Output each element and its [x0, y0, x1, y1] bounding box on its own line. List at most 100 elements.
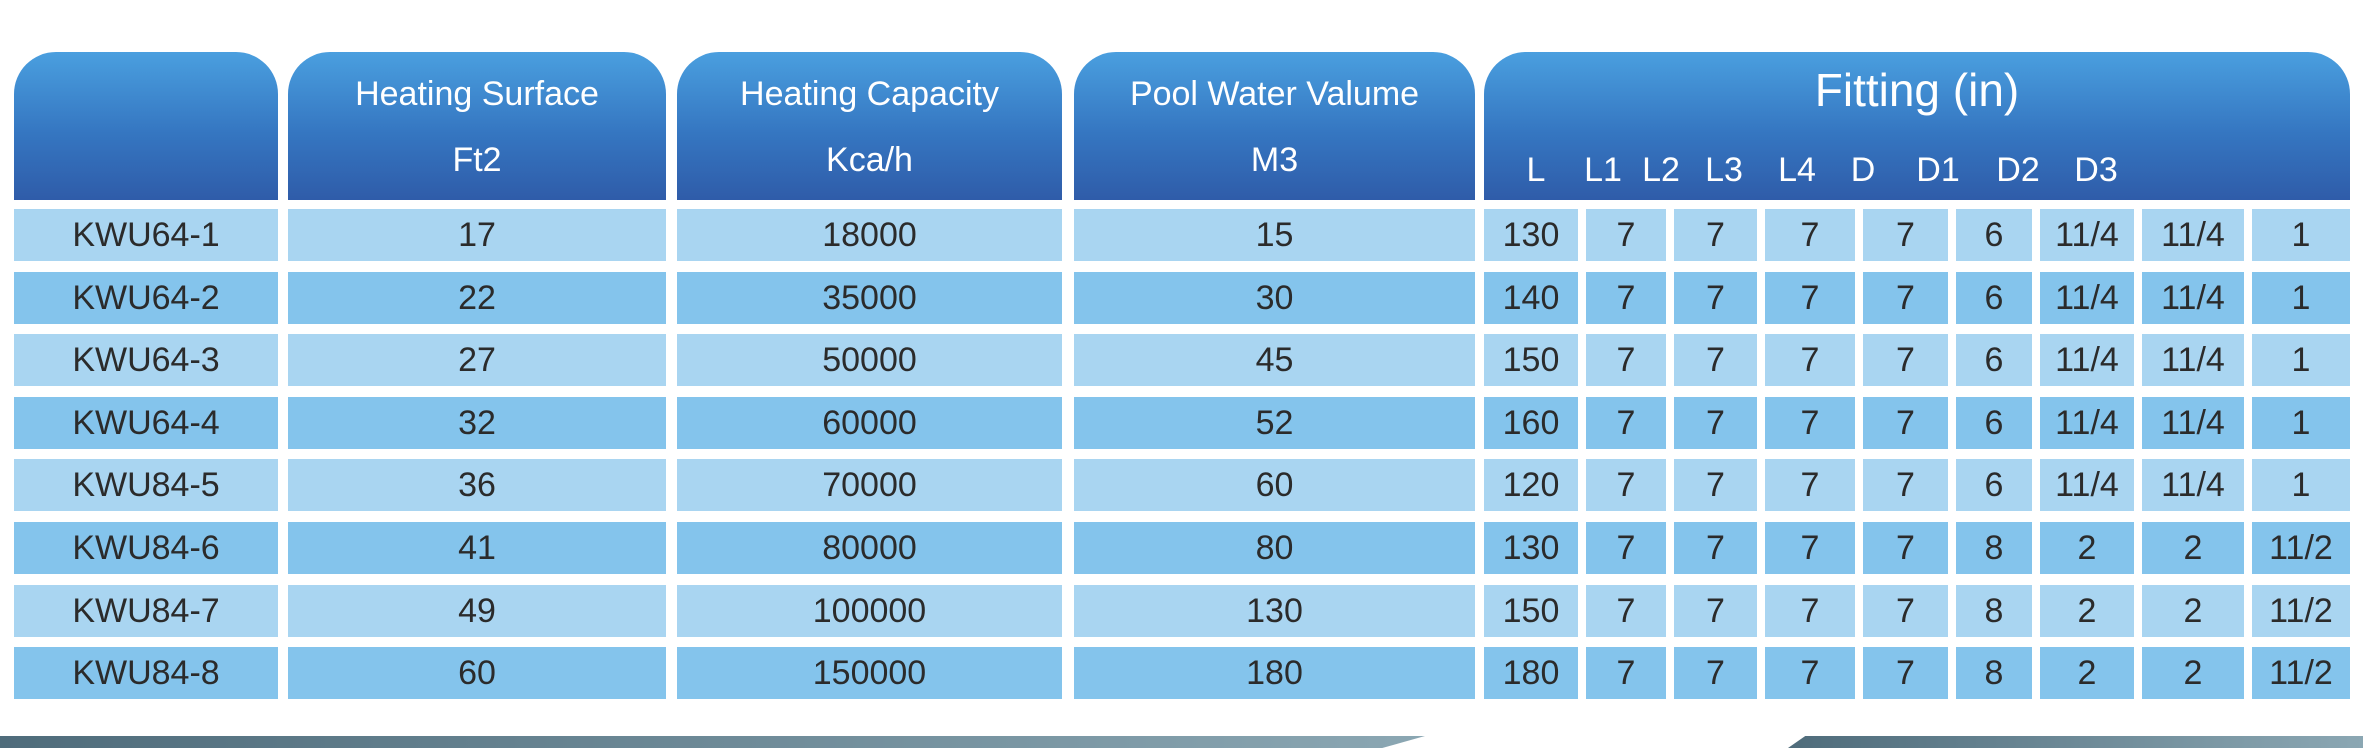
table-cell-fitting-d: 8: [1956, 585, 2032, 637]
table-cell-fitting-l1: 7: [1586, 522, 1666, 574]
table-cell-fitting-d: 6: [1956, 209, 2032, 261]
table-cell-model: KWU84-7: [14, 585, 278, 637]
table-cell-fitting-d1: 11/4: [2040, 459, 2134, 511]
table-cell-fitting-l2: 7: [1674, 585, 1757, 637]
table-cell-volume: 130: [1074, 585, 1475, 637]
table-cell-fitting-d3: 11/2: [2252, 522, 2350, 574]
table-cell-fitting-l4: 7: [1863, 272, 1948, 324]
table-cell-fitting-l1: 7: [1586, 459, 1666, 511]
table-cell-capacity: 60000: [677, 397, 1062, 449]
table-cell-fitting-d1: 11/4: [2040, 272, 2134, 324]
table-cell-surface: 41: [288, 522, 666, 574]
table-cell-fitting-d1: 2: [2040, 585, 2134, 637]
table-cell-fitting-d1: 2: [2040, 647, 2134, 699]
fitting-subheader-d1: D1: [1916, 151, 1960, 189]
table-cell-fitting-l1: 7: [1586, 209, 1666, 261]
fitting-subheader-l1: L1: [1584, 151, 1622, 189]
table-cell-volume: 30: [1074, 272, 1475, 324]
table-cell-fitting-d3: 11/2: [2252, 647, 2350, 699]
table-cell-fitting-l: 160: [1484, 397, 1578, 449]
table-cell-fitting-l: 180: [1484, 647, 1578, 699]
table-cell-fitting-l4: 7: [1863, 522, 1948, 574]
table-cell-surface: 27: [288, 334, 666, 386]
table-cell-model: KWU84-5: [14, 459, 278, 511]
fitting-subheader-l3: L3: [1705, 151, 1743, 189]
header-heating-capacity: Heating Capacity Kca/h: [677, 52, 1062, 200]
table-cell-fitting-l1: 7: [1586, 272, 1666, 324]
table-cell-surface: 36: [288, 459, 666, 511]
header-heating-capacity-title: Heating Capacity: [740, 75, 999, 113]
table-cell-capacity: 35000: [677, 272, 1062, 324]
header-pool-water-volume-title: Pool Water Valume: [1129, 75, 1420, 113]
table-cell-fitting-d3: 1: [2252, 397, 2350, 449]
table-cell-volume: 180: [1074, 647, 1475, 699]
table-cell-surface: 17: [288, 209, 666, 261]
table-cell-fitting-l3: 7: [1765, 397, 1855, 449]
table-cell-fitting-d3: 1: [2252, 209, 2350, 261]
table-cell-model: KWU64-1: [14, 209, 278, 261]
table-cell-fitting-l2: 7: [1674, 272, 1757, 324]
table-cell-model: KWU64-4: [14, 397, 278, 449]
table-cell-fitting-d2: 2: [2142, 522, 2244, 574]
table-cell-fitting-l1: 7: [1586, 647, 1666, 699]
table-cell-model: KWU64-2: [14, 272, 278, 324]
table-cell-volume: 80: [1074, 522, 1475, 574]
table-cell-fitting-l2: 7: [1674, 397, 1757, 449]
table-cell-fitting-l: 120: [1484, 459, 1578, 511]
table-cell-fitting-l4: 7: [1863, 647, 1948, 699]
table-cell-fitting-l: 130: [1484, 522, 1578, 574]
table-cell-fitting-l3: 7: [1765, 522, 1855, 574]
fitting-subheader-l: L: [1526, 151, 1546, 189]
fitting-subheader-d2: D2: [1996, 151, 2040, 189]
fitting-subheader-l4: L4: [1778, 151, 1816, 189]
table-cell-fitting-d: 6: [1956, 459, 2032, 511]
table-cell-fitting-d: 6: [1956, 397, 2032, 449]
fitting-subheader-l2: L2: [1642, 151, 1680, 189]
table-cell-fitting-d1: 11/4: [2040, 334, 2134, 386]
header-heating-surface-title: Heating Surface: [355, 75, 599, 113]
table-cell-fitting-d2: 11/4: [2142, 272, 2244, 324]
table-cell-fitting-d: 8: [1956, 647, 2032, 699]
table-cell-volume: 15: [1074, 209, 1475, 261]
table-cell-fitting-d2: 2: [2142, 647, 2244, 699]
table-cell-fitting-l3: 7: [1765, 272, 1855, 324]
table-cell-capacity: 150000: [677, 647, 1062, 699]
table-cell-fitting-l2: 7: [1674, 334, 1757, 386]
table-cell-volume: 45: [1074, 334, 1475, 386]
table-cell-fitting-l: 150: [1484, 585, 1578, 637]
table-cell-fitting-d2: 11/4: [2142, 459, 2244, 511]
table-cell-fitting-l2: 7: [1674, 209, 1757, 261]
table-cell-fitting-l3: 7: [1765, 209, 1855, 261]
table-cell-fitting-d: 6: [1956, 272, 2032, 324]
header-fitting-title: Fitting (in): [1814, 64, 2020, 116]
table-cell-fitting-d1: 11/4: [2040, 397, 2134, 449]
table-cell-surface: 49: [288, 585, 666, 637]
table-cell-surface: 32: [288, 397, 666, 449]
table-cell-fitting-l4: 7: [1863, 334, 1948, 386]
table-cell-fitting-l4: 7: [1863, 585, 1948, 637]
table-cell-fitting-l1: 7: [1586, 334, 1666, 386]
table-cell-fitting-l3: 7: [1765, 647, 1855, 699]
fitting-subheader-d: D: [1850, 151, 1876, 189]
table-cell-fitting-d3: 1: [2252, 459, 2350, 511]
decorative-bar-left: [0, 736, 1425, 748]
table-cell-fitting-d2: 11/4: [2142, 209, 2244, 261]
header-heating-capacity-unit: Kca/h: [826, 141, 913, 179]
table-cell-fitting-d3: 11/2: [2252, 585, 2350, 637]
table-cell-fitting-l1: 7: [1586, 585, 1666, 637]
table-cell-fitting-l: 130: [1484, 209, 1578, 261]
header-fitting: Fitting (in): [1484, 52, 2350, 200]
header-pool-water-volume-unit: M3: [1250, 141, 1299, 179]
table-cell-fitting-d1: 11/4: [2040, 209, 2134, 261]
table-cell-model: KWU64-3: [14, 334, 278, 386]
table-cell-fitting-l: 140: [1484, 272, 1578, 324]
table-cell-model: KWU84-8: [14, 647, 278, 699]
table-cell-capacity: 18000: [677, 209, 1062, 261]
table-cell-fitting-d1: 2: [2040, 522, 2134, 574]
table-cell-capacity: 100000: [677, 585, 1062, 637]
table-cell-fitting-l2: 7: [1674, 647, 1757, 699]
decorative-bar-right: [1788, 736, 2363, 748]
header-heating-surface-unit: Ft2: [452, 141, 502, 179]
table-cell-fitting-l4: 7: [1863, 209, 1948, 261]
table-cell-surface: 22: [288, 272, 666, 324]
